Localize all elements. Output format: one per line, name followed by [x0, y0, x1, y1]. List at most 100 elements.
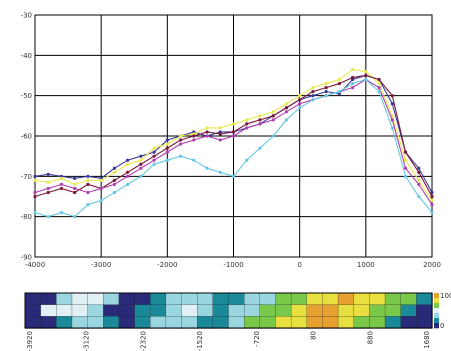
heatmap-cell — [181, 304, 198, 317]
y-tick-label: -60 — [21, 133, 32, 141]
heatmap-x-tick-label: -1520 — [196, 331, 204, 351]
data-point — [178, 138, 183, 142]
colorbar-segment — [434, 293, 439, 299]
data-point — [126, 174, 130, 178]
heatmap-cell — [56, 304, 73, 317]
data-point — [337, 77, 341, 82]
data-point — [403, 166, 408, 170]
heatmap-x-ticks: -3920 -3120 -2320 -1520 -720 80 880 1680 — [26, 331, 431, 351]
heatmap-x-tick-label: 80 — [310, 331, 318, 340]
y-tick-label: -80 — [21, 213, 32, 221]
heatmap-x-tick-label: 1680 — [423, 331, 431, 349]
data-point — [192, 158, 196, 162]
data-point — [417, 170, 421, 174]
colorbar-segment — [434, 308, 439, 314]
data-point — [73, 176, 77, 180]
data-point — [245, 158, 249, 162]
heatmap-cell — [40, 316, 57, 329]
data-point — [417, 182, 421, 186]
heatmap-cell — [290, 292, 308, 306]
colorbar: 100 0 — [434, 292, 451, 330]
heatmap-cell — [275, 316, 292, 329]
data-point — [218, 170, 222, 174]
data-point — [86, 182, 90, 186]
data-point — [46, 186, 50, 191]
x-tick-label: 1000 — [357, 261, 375, 269]
heatmap-cell — [103, 316, 120, 329]
data-point — [430, 211, 434, 215]
data-point — [284, 110, 289, 114]
data-point — [46, 215, 50, 219]
heatmap-cell — [165, 304, 183, 317]
y-tick-label: -70 — [21, 173, 32, 181]
heatmap-cell — [290, 316, 308, 329]
heatmap-cell — [103, 304, 120, 317]
data-point — [205, 130, 209, 134]
y-tick-label: -90 — [21, 254, 32, 262]
x-axis-ticks: -4000 -3000 -2000 -1000 0 1000 2000 — [25, 261, 441, 269]
heatmap-cell — [71, 316, 89, 329]
heatmap-cell — [322, 316, 339, 329]
data-point — [324, 90, 328, 94]
data-point — [139, 154, 143, 158]
heatmap-x-tick-label: -2320 — [139, 331, 147, 351]
data-point — [284, 102, 289, 106]
colorbar-label-min: 0 — [440, 322, 444, 330]
data-point — [139, 166, 143, 170]
data-point — [218, 138, 222, 142]
data-point — [311, 94, 315, 98]
data-point — [126, 170, 130, 174]
data-point — [99, 186, 103, 191]
heatmap-cell — [275, 292, 292, 306]
data-point — [245, 126, 249, 130]
data-point — [126, 182, 130, 186]
data-point — [351, 75, 355, 80]
heatmap-cell — [290, 304, 308, 317]
data-point — [73, 186, 77, 191]
heatmap-cell — [400, 316, 417, 329]
heatmap-cell — [134, 316, 151, 329]
data-point — [337, 90, 341, 94]
data-point — [231, 174, 236, 178]
data-point — [271, 114, 275, 118]
data-point — [112, 182, 116, 186]
data-point — [258, 122, 262, 126]
data-point — [99, 198, 103, 203]
data-point — [152, 150, 156, 154]
heatmap-cell — [24, 316, 42, 329]
data-point — [33, 194, 37, 199]
heatmap-cell — [56, 316, 73, 329]
data-point — [271, 110, 275, 114]
heatmap-cell — [244, 304, 261, 317]
heatmap-cell — [228, 292, 245, 306]
heatmap-cell — [337, 292, 355, 306]
heatmap-cell — [322, 304, 339, 317]
data-point — [112, 178, 116, 182]
heatmap-cell — [306, 316, 324, 329]
data-point — [205, 166, 209, 170]
data-point — [377, 77, 381, 82]
data-point — [364, 69, 368, 74]
heatmap-cell — [228, 304, 245, 317]
data-point — [324, 86, 328, 90]
data-point — [112, 166, 116, 170]
heatmap-cell — [40, 304, 57, 317]
heatmap-cells — [24, 292, 433, 329]
data-point — [218, 126, 222, 130]
colorbar-segment — [434, 298, 439, 304]
heatmap-cell — [71, 292, 89, 306]
data-point — [205, 134, 209, 138]
data-point — [46, 180, 50, 184]
data-point — [165, 142, 169, 146]
data-point — [165, 158, 169, 162]
heatmap-cell — [24, 292, 42, 306]
data-point — [73, 190, 77, 195]
data-point — [178, 142, 183, 146]
data-point — [377, 90, 381, 94]
heatmap-cell — [197, 304, 214, 317]
y-tick-label: -30 — [21, 12, 32, 20]
heatmap-cell — [337, 316, 355, 329]
heatmap-cell — [400, 304, 417, 317]
data-point — [126, 158, 130, 162]
